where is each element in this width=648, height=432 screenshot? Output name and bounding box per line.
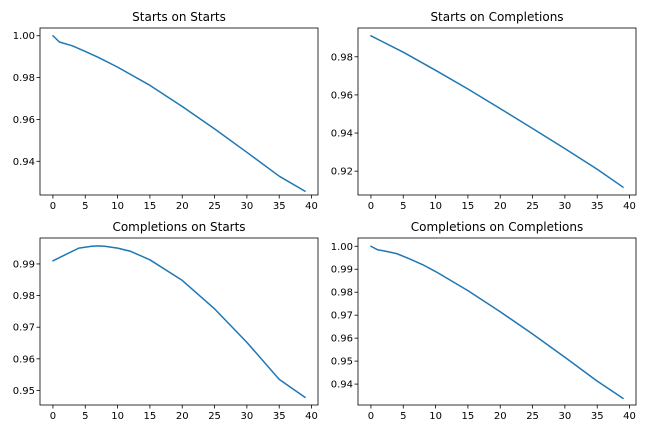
x-tick-label: 10 (111, 411, 124, 422)
x-tick-label: 20 (176, 201, 189, 212)
x-tick-label: 30 (241, 411, 254, 422)
y-tick-label: 0.98 (13, 291, 35, 302)
x-tick-label: 15 (462, 201, 475, 212)
x-tick-label: 35 (591, 201, 604, 212)
subplot-title: Completions on Starts (112, 220, 245, 234)
axes-frame (357, 27, 637, 196)
x-tick-label: 25 (526, 201, 539, 212)
y-tick-label: 0.95 (13, 386, 35, 397)
x-tick-label: 15 (462, 411, 475, 422)
x-tick-label: 25 (526, 411, 539, 422)
y-tick-label: 0.97 (331, 311, 353, 322)
x-tick-label: 35 (591, 411, 604, 422)
y-tick-label: 0.92 (331, 167, 353, 178)
x-tick-label: 10 (111, 201, 124, 212)
subplot-4: Completions on Completions 0 5 10 15 20 25 30 35… (331, 220, 637, 422)
x-tick-label: 20 (176, 411, 189, 422)
x-tick-label: 0 (50, 201, 56, 212)
axes-frame (357, 237, 637, 406)
y-tick-label: 1.00 (13, 31, 35, 42)
x-tick-label: 20 (494, 201, 507, 212)
x-tick-label: 35 (273, 411, 286, 422)
subplot-title: Starts on Completions (430, 10, 563, 24)
x-tick-label: 5 (82, 201, 88, 212)
series-line (52, 34, 306, 192)
x-tick-label: 40 (623, 411, 636, 422)
x-tick-label: 30 (559, 201, 572, 212)
x-tick-label: 15 (144, 411, 157, 422)
axes-frame (39, 237, 319, 406)
x-tick-label: 25 (208, 201, 221, 212)
y-tick-label: 0.98 (331, 288, 353, 299)
subplot-3: Completions on Starts 0 5 10 15 20 25 30 35 40 0.9… (13, 220, 319, 422)
x-tick-label: 10 (429, 201, 442, 212)
y-tick-label: 0.97 (13, 323, 35, 334)
x-tick-label: 20 (494, 411, 507, 422)
y-tick-label: 0.96 (13, 115, 35, 126)
y-tick-label: 0.94 (331, 129, 353, 140)
y-tick-label: 0.98 (331, 52, 353, 63)
y-tick-label: 0.99 (331, 265, 353, 276)
subplot-title: Completions on Completions (411, 220, 584, 234)
y-tick-label: 0.94 (13, 157, 35, 168)
series-line (52, 245, 306, 399)
x-tick-label: 40 (305, 411, 318, 422)
y-tick-label: 0.98 (13, 73, 35, 84)
x-tick-label: 30 (559, 411, 572, 422)
series-line (370, 35, 624, 188)
x-tick-label: 40 (623, 201, 636, 212)
y-tick-label: 0.96 (13, 354, 35, 365)
x-tick-label: 40 (305, 201, 318, 212)
x-tick-label: 0 (50, 411, 56, 422)
subplot-title: Starts on Starts (132, 10, 226, 24)
x-tick-label: 15 (144, 201, 157, 212)
subplot-1: Starts on Starts 0 5 10 15 20 25 30 35 40 0.94 0.96… (13, 10, 319, 212)
x-tick-label: 5 (400, 201, 406, 212)
y-tick-label: 0.96 (331, 90, 353, 101)
x-tick-label: 5 (82, 411, 88, 422)
x-tick-label: 5 (400, 411, 406, 422)
axes-frame (39, 27, 319, 196)
y-tick-label: 0.99 (13, 259, 35, 270)
y-tick-label: 1.00 (331, 242, 353, 253)
x-tick-label: 0 (368, 411, 374, 422)
series-line (370, 245, 624, 400)
x-tick-label: 35 (273, 201, 286, 212)
y-tick-label: 0.96 (331, 334, 353, 345)
y-tick-label: 0.94 (331, 380, 353, 391)
x-tick-label: 0 (368, 201, 374, 212)
x-tick-label: 30 (241, 201, 254, 212)
subplot-2: Starts on Completions 0 5 10 15 20 25 30 35 40 0.9… (331, 10, 637, 212)
y-tick-label: 0.95 (331, 357, 353, 368)
x-tick-label: 25 (208, 411, 221, 422)
x-tick-label: 10 (429, 411, 442, 422)
